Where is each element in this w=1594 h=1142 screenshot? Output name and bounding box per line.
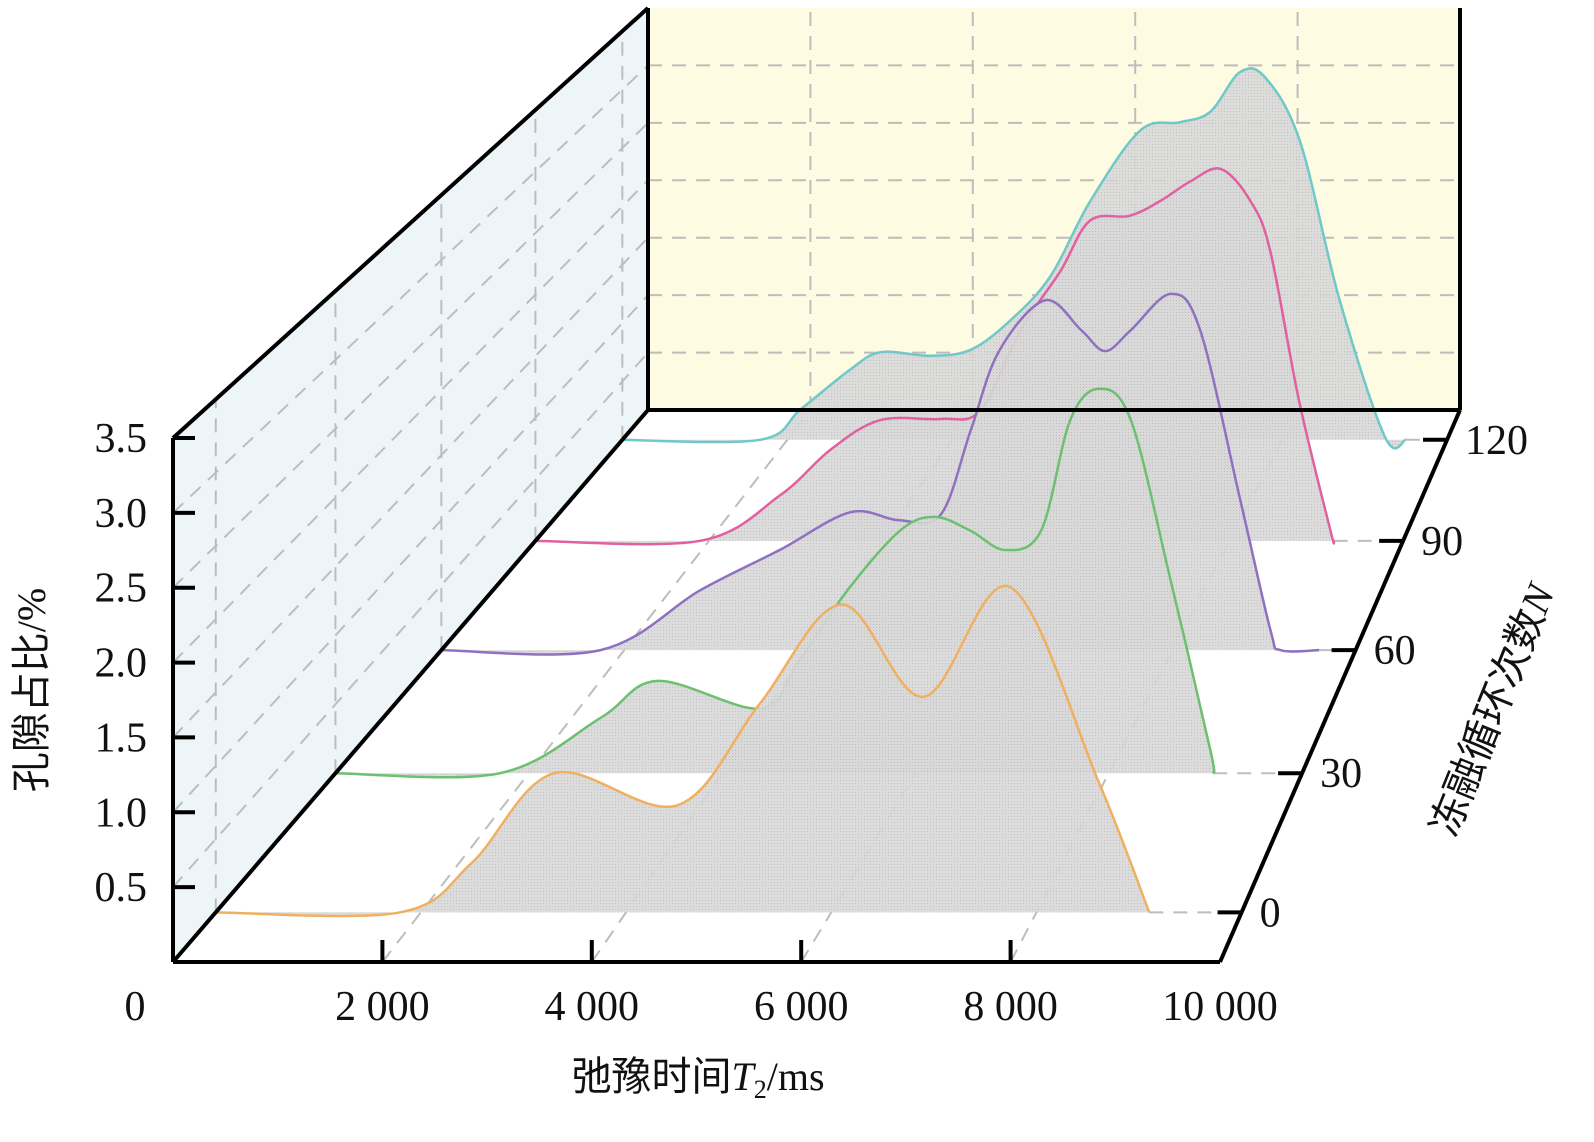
left-wall-grid (172, 122, 649, 589)
left-wall-grid (172, 294, 649, 813)
y-tick-label: 2.5 (95, 566, 148, 612)
z-axis-title: 冻融循环次数N (1422, 576, 1564, 842)
z-tick-label: 0 (1260, 890, 1281, 936)
tick-labels: 0 2 000 4 000 6 000 8 000 10 000 0.5 1.0 1.5 2.0 2… (95, 416, 1529, 1030)
left-wall (173, 8, 648, 962)
series-line-0 (215, 584, 1151, 918)
x-axis-title-prefix: 弛豫时间 (571, 1054, 731, 1099)
x-tick-label: 0 (125, 984, 146, 1030)
x-tick-label: 2 000 (335, 984, 430, 1030)
floor-grid (381, 409, 812, 963)
x-axis-title-var: T (731, 1054, 756, 1099)
series-line-30 (335, 387, 1216, 779)
series-line-120 (622, 67, 1407, 450)
y-tick-label: 3.0 (95, 491, 148, 537)
left-wall-bottom-edge (171, 408, 650, 964)
y-tick-label: 1.5 (95, 715, 148, 761)
z-tick-label: 90 (1421, 519, 1463, 565)
x-axis-title-suffix: /ms (767, 1054, 825, 1099)
y-tick-label: 3.5 (95, 416, 148, 462)
y-tick-label: 0.5 (95, 865, 148, 911)
x-tick-label: 10 000 (1162, 984, 1278, 1030)
series-layer (215, 67, 1448, 918)
y-tick-label: 2.0 (95, 641, 148, 687)
left-wall-grid (172, 64, 649, 514)
x-axis-title-sub: 2 (754, 1075, 767, 1104)
left-wall-grid (172, 179, 649, 664)
left-wall-grid (172, 237, 649, 739)
series-line-60 (441, 292, 1320, 656)
z-tick-label: 60 (1374, 628, 1416, 674)
x-tick-label: 4 000 (545, 984, 640, 1030)
y-axis-title: 孔隙占比/% (9, 588, 54, 792)
x-axis-title: 弛豫时间T2/ms (571, 1054, 824, 1104)
z-tick-label: 30 (1320, 751, 1362, 797)
depth-axis (1218, 409, 1462, 963)
z-axis-title-prefix: 冻融循环次数 (1422, 603, 1554, 842)
left-wall-top-edge (171, 6, 650, 440)
series-fill-0 (215, 585, 1150, 917)
x-tick-label: 6 000 (754, 984, 849, 1030)
y-tick-label: 1.0 (95, 790, 148, 836)
x-tick-label: 8 000 (963, 984, 1058, 1030)
series-line-90 (535, 167, 1336, 546)
z-tick-label: 120 (1465, 418, 1528, 464)
axes (171, 6, 1462, 964)
